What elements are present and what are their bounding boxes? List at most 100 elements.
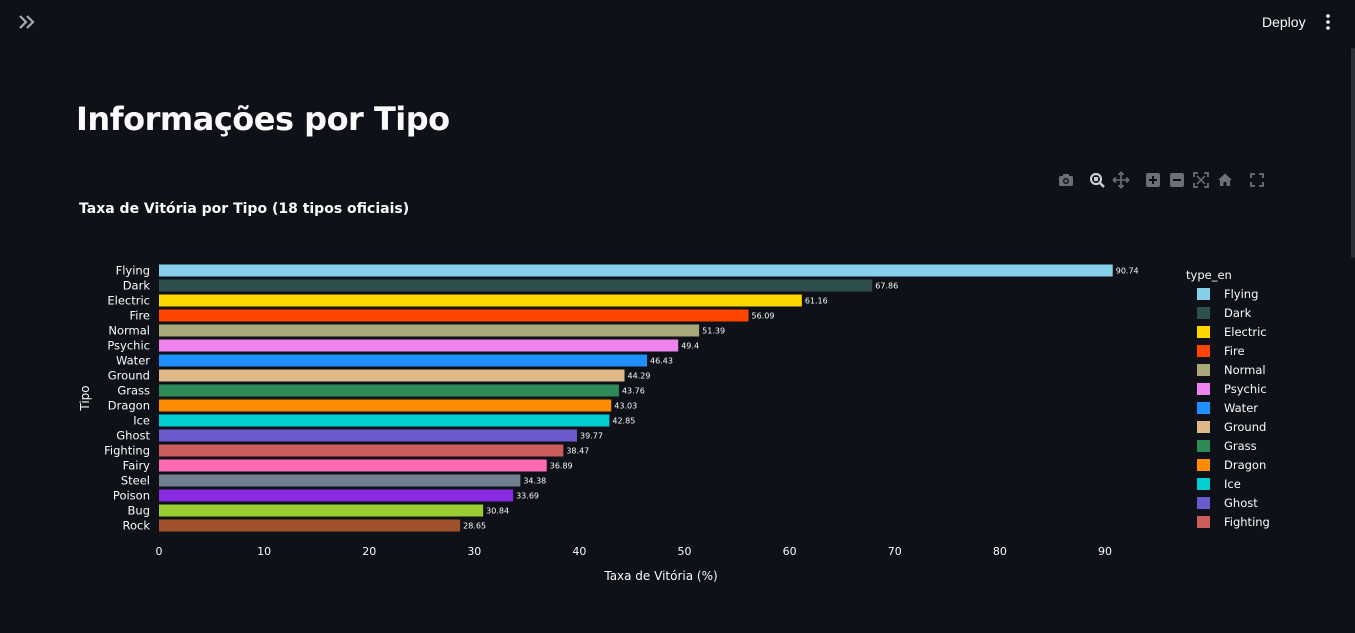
y-tick-label: Grass [117,384,150,398]
y-tick-label: Poison [113,489,150,503]
bar-fire [159,309,749,322]
bar-value-label: 56.09 [752,312,775,321]
legend-entry: Psychic [1224,382,1267,396]
legend-entry: Electric [1224,325,1267,339]
bar-rock [159,519,461,532]
y-tick-label: Electric [107,294,150,308]
pan-icon[interactable] [1111,170,1131,190]
bar-bug [159,504,484,517]
legend-swatch-water [1197,402,1210,414]
legend-swatch-fire [1197,345,1210,357]
bar-value-label: 43.76 [622,387,645,396]
y-tick-label: Normal [108,324,150,338]
bar-value-label: 42.85 [612,417,635,426]
legend-entry: Ice [1224,477,1241,491]
legend-entry: Ghost [1224,496,1258,510]
bar-ground [159,369,625,382]
legend-title: type_en [1186,268,1232,282]
y-tick-label: Bug [128,504,150,518]
bar-value-label: 46.43 [650,357,673,366]
bar-steel [159,474,521,487]
legend-entry: Fire [1224,344,1245,358]
x-axis-title: Taxa de Vitória (%) [603,569,717,583]
bar-value-label: 61.16 [805,297,828,306]
autoscale-icon[interactable] [1191,170,1211,190]
y-axis-title: Tipo [78,385,92,411]
legend-swatch-fighting [1197,516,1210,528]
legend-entry: Dragon [1224,458,1266,472]
x-tick-label: 40 [572,545,586,558]
legend-swatch-dark [1197,307,1210,319]
x-tick-label: 50 [678,545,692,558]
x-tick-label: 70 [888,545,902,558]
y-tick-label: Rock [123,519,151,533]
y-tick-label: Flying [116,264,150,278]
bar-fairy [159,459,547,472]
bar-value-label: 36.89 [550,462,573,471]
y-tick-label: Dragon [108,399,150,413]
home-icon[interactable] [1215,170,1235,190]
bar-ghost [159,429,578,442]
zoom-in-icon[interactable] [1143,170,1163,190]
legend-entry: Dark [1224,306,1252,320]
legend-swatch-normal [1197,364,1210,376]
legend-entry: Flying [1224,287,1258,301]
legend-swatch-ground [1197,421,1210,433]
bar-normal [159,324,700,337]
page-scrollbar[interactable] [1351,48,1355,258]
chart-title: Taxa de Vitória por Tipo (18 tipos ofici… [79,201,409,217]
legend-swatch-flying [1197,288,1210,300]
bar-poison [159,489,514,502]
legend-swatch-psychic [1197,383,1210,395]
y-tick-label: Ice [133,414,150,428]
legend-entry: Fighting [1224,515,1270,529]
legend-entry: Grass [1224,439,1257,453]
legend-swatch-ice [1197,478,1210,490]
bar-value-label: 44.29 [628,372,651,381]
vertical-ellipsis-icon[interactable] [1320,11,1336,33]
x-tick-label: 0 [156,545,163,558]
y-tick-label: Fighting [104,444,150,458]
chart-modebar [1054,170,1269,190]
x-tick-label: 90 [1098,545,1112,558]
legend-entry: Normal [1224,363,1266,377]
double-chevron-right-icon[interactable] [17,13,37,31]
y-tick-label: Ground [108,369,150,383]
legend-entry: Water [1224,401,1258,415]
bar-dragon [159,399,612,412]
y-tick-label: Fire [129,309,150,323]
y-tick-label: Psychic [107,339,150,353]
bar-value-label: 43.03 [614,402,637,411]
bar-value-label: 34.38 [523,477,546,486]
bar-value-label: 39.77 [580,432,603,441]
y-tick-label: Dark [123,279,151,293]
x-tick-label: 30 [467,545,481,558]
y-tick-label: Steel [121,474,150,488]
x-tick-label: 10 [257,545,271,558]
legend-entry: Ground [1224,420,1266,434]
deploy-button[interactable]: Deploy [1254,11,1314,33]
fullscreen-icon[interactable] [1247,170,1267,190]
bar-psychic [159,339,679,352]
x-tick-label: 60 [783,545,797,558]
page-title: Informações por Tipo [76,100,450,138]
bar-value-label: 28.65 [463,522,486,531]
y-tick-label: Ghost [116,429,150,443]
zoom-out-icon[interactable] [1167,170,1187,190]
zoom-icon[interactable] [1087,170,1107,190]
bar-electric [159,294,802,307]
y-tick-label: Water [116,354,150,368]
legend-swatch-electric [1197,326,1210,338]
bar-flying [159,264,1113,277]
bar-value-label: 33.69 [516,492,539,501]
legend-swatch-dragon [1197,459,1210,471]
bar-value-label: 67.86 [875,282,898,291]
x-tick-label: 80 [993,545,1007,558]
bar-ice [159,414,610,427]
x-tick-label: 20 [362,545,376,558]
bar-value-label: 51.39 [702,327,725,336]
camera-icon[interactable] [1056,170,1076,190]
bar-value-label: 90.74 [1116,267,1139,276]
